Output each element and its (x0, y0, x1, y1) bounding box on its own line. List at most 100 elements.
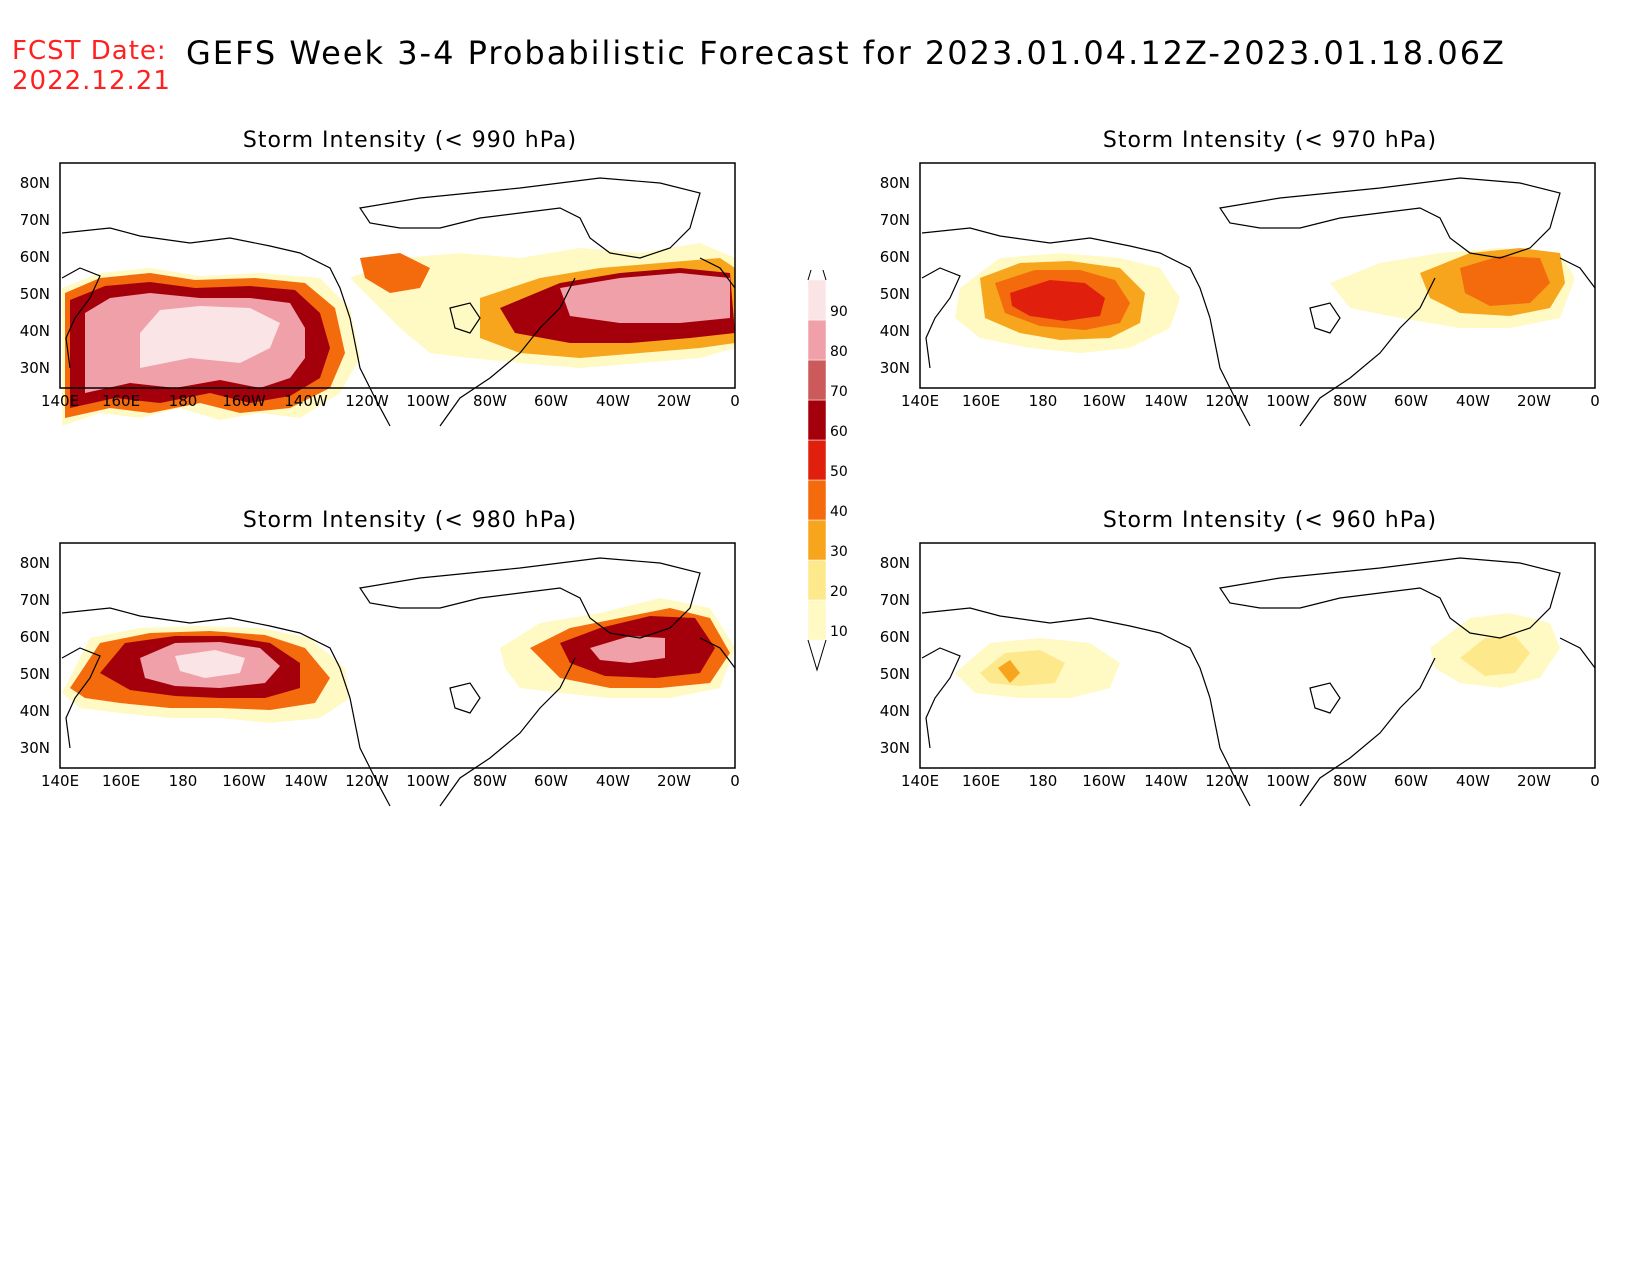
map-frame (59, 542, 736, 769)
lon-label: 140E (41, 392, 79, 410)
colorbar-box (807, 519, 827, 561)
lat-axis: 80N 70N 60N 50N 40N 30N (20, 174, 50, 377)
lon-label: 160E (962, 772, 1000, 790)
map-frame (919, 542, 1596, 769)
probability-field (62, 598, 735, 723)
lat-label: 60N (880, 248, 910, 266)
field-80 (590, 636, 665, 663)
field-90 (140, 306, 280, 368)
lon-label: 20W (657, 392, 691, 410)
lat-label: 70N (880, 591, 910, 609)
field-80 (560, 273, 730, 323)
lon-label: 0 (730, 392, 740, 410)
lat-label: 80N (880, 554, 910, 572)
lat-label: 40N (880, 322, 910, 340)
lat-label: 40N (880, 702, 910, 720)
coastlines (921, 177, 1596, 427)
colorbar-box (807, 479, 827, 521)
colorbar-box (807, 599, 827, 641)
colorbar-boxes (807, 270, 827, 672)
colorbar-label: 50 (830, 464, 848, 480)
colorbar-bottom-arrow (807, 639, 827, 672)
lon-label: 20W (1517, 392, 1551, 410)
lon-label: 140E (901, 772, 939, 790)
lat-label: 50N (20, 285, 50, 303)
field-30 (998, 660, 1020, 683)
probability-field (62, 243, 735, 426)
panel-970: Storm Intensity (< 970 hPa) 80N 70N 60N … (860, 128, 1600, 448)
lon-label: 140E (901, 392, 939, 410)
lon-label: 80W (473, 772, 507, 790)
lon-label: 40W (596, 392, 630, 410)
lat-label: 30N (880, 359, 910, 377)
lon-label: 60W (534, 392, 568, 410)
lon-label: 140E (41, 772, 79, 790)
colorbar-label: 30 (830, 544, 848, 560)
lon-label: 40W (1456, 772, 1490, 790)
coastlines (61, 557, 736, 807)
lat-label: 80N (20, 554, 50, 572)
lon-label: 80W (473, 392, 507, 410)
lat-label: 40N (20, 322, 50, 340)
colorbar-box (807, 439, 827, 481)
lat-label: 40N (20, 702, 50, 720)
lon-label: 140W (284, 392, 328, 410)
lon-label: 80W (1333, 392, 1367, 410)
lon-label: 120W (1205, 772, 1249, 790)
lon-axis: 140E 160E 180 160W 140W 120W 100W 80W 60… (901, 772, 1600, 790)
colorbar-box (807, 399, 827, 441)
lon-label: 160W (222, 392, 266, 410)
lon-label: 120W (1205, 392, 1249, 410)
panel-990: Storm Intensity (< 990 hPa) (0, 128, 740, 448)
colorbar-box (807, 319, 827, 361)
lat-axis: 80N 70N 60N 50N 40N 30N (880, 174, 910, 377)
lat-label: 70N (20, 211, 50, 229)
map-960: 80N 70N 60N 50N 40N 30N 140E 160E 180 16… (880, 542, 1600, 807)
map-frame (919, 162, 1596, 389)
lat-label: 50N (880, 285, 910, 303)
map-980: 80N 70N 60N 50N 40N 30N 140E 160E 180 16… (20, 542, 740, 807)
lat-label: 30N (880, 739, 910, 757)
lon-label: 160W (1082, 772, 1126, 790)
field-40 (1460, 256, 1550, 306)
lat-label: 80N (20, 174, 50, 192)
lon-label: 180 (1029, 392, 1058, 410)
lat-axis: 80N 70N 60N 50N 40N 30N (880, 554, 910, 757)
lon-axis: 140E 160E 180 160W 140W 120W 100W 80W 60… (901, 392, 1600, 410)
lon-label: 120W (345, 392, 389, 410)
lat-label: 60N (880, 628, 910, 646)
colorbar-label: 40 (830, 504, 848, 520)
field-20 (980, 650, 1065, 686)
panel-title: Storm Intensity (< 990 hPa) (242, 128, 578, 153)
lon-label: 0 (1590, 392, 1600, 410)
lon-label: 20W (657, 772, 691, 790)
panel-title: Storm Intensity (< 960 hPa) (1102, 508, 1438, 533)
lat-label: 70N (880, 211, 910, 229)
coastlines (921, 557, 1596, 807)
lon-label: 140W (284, 772, 328, 790)
lon-label: 0 (1590, 772, 1600, 790)
lat-label: 50N (880, 665, 910, 683)
lon-label: 100W (406, 392, 450, 410)
panel-980: Storm Intensity (< 980 hPa) 80N 70N 6 (0, 508, 740, 828)
panel-960: Storm Intensity (< 960 hPa) 80N 70N 60N … (860, 508, 1600, 828)
colorbar-top-arrow (807, 270, 827, 281)
colorbar-label: 10 (830, 624, 848, 640)
field-90 (175, 650, 245, 678)
panel-title: Storm Intensity (< 970 hPa) (1102, 128, 1438, 153)
probability-field (955, 248, 1575, 353)
page-title: GEFS Week 3-4 Probabilistic Forecast for… (186, 34, 1506, 72)
lon-label: 140W (1144, 392, 1188, 410)
lon-label: 60W (534, 772, 568, 790)
lon-axis: 140E 160E 180 160W 140W 120W 100W 80W 60… (41, 392, 740, 410)
colorbar: 10 20 30 40 50 60 70 80 90 (807, 270, 848, 672)
forecast-date-block: FCST Date: 2022.12.21 (12, 36, 171, 96)
lon-label: 180 (169, 392, 198, 410)
lon-label: 100W (406, 772, 450, 790)
lon-label: 20W (1517, 772, 1551, 790)
lon-label: 60W (1394, 392, 1428, 410)
forecast-date-value: 2022.12.21 (12, 66, 171, 96)
coastlines (61, 177, 736, 427)
lat-label: 60N (20, 248, 50, 266)
colorbar-box (807, 559, 827, 601)
